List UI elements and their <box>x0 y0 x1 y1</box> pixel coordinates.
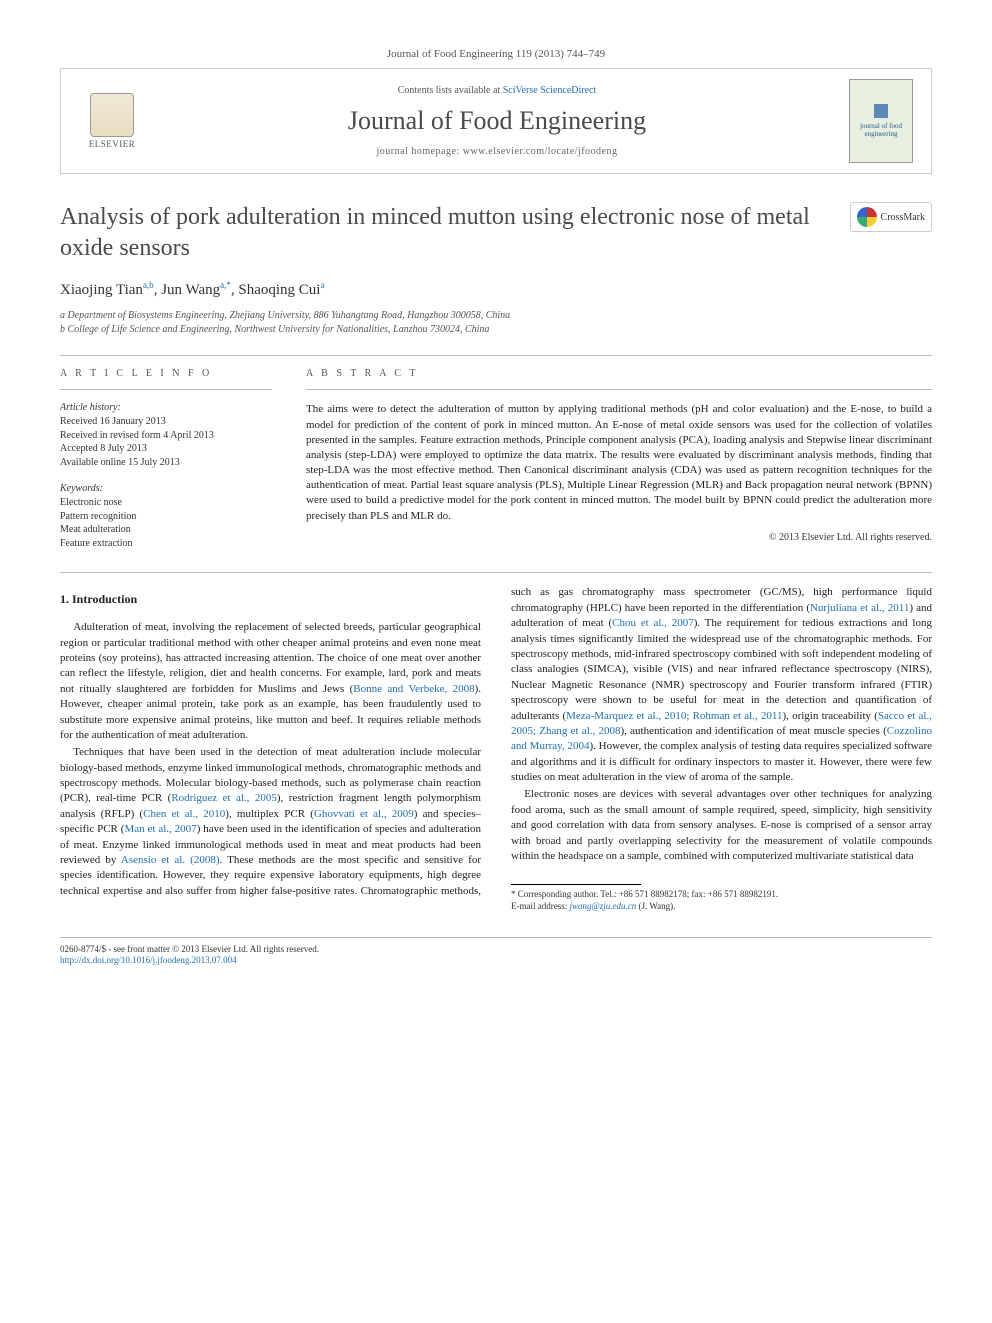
contents-prefix: Contents lists available at <box>398 85 503 96</box>
crossmark-icon <box>857 207 877 227</box>
journal-homepage-line: journal homepage: www.elsevier.com/locat… <box>145 146 849 157</box>
divider <box>60 389 272 390</box>
affiliation-a: a Department of Biosystems Engineering, … <box>60 309 932 323</box>
footnote-corr: * Corresponding author. Tel.: +86 571 88… <box>511 889 932 901</box>
keyword-2: Pattern recognition <box>60 510 272 524</box>
elsevier-tree-icon <box>90 93 134 137</box>
journal-title: Journal of Food Engineering <box>145 106 849 136</box>
footer-doi-link[interactable]: http://dx.doi.org/10.1016/j.jfoodeng.201… <box>60 955 932 967</box>
footer-copyright: 0260-8774/$ - see front matter © 2013 El… <box>60 944 932 956</box>
citation-meza-rohman[interactable]: Meza-Marquez et al., 2010; Rohman et al.… <box>566 710 782 722</box>
divider <box>60 355 932 356</box>
affiliation-b: b College of Life Science and Engineerin… <box>60 323 932 337</box>
abstract-column: A B S T R A C T The aims were to detect … <box>306 368 932 550</box>
abstract-text: The aims were to detect the adulteration… <box>306 402 932 523</box>
divider <box>306 389 932 390</box>
footnote-email-link[interactable]: jwang@zju.edu.cn <box>569 901 636 911</box>
keyword-4: Feature extraction <box>60 537 272 551</box>
citation-ghovvati-2009[interactable]: Ghovvati et al., 2009 <box>314 808 414 820</box>
author-1-affil: a,b <box>143 280 154 290</box>
author-1: Xiaojing Tian <box>60 282 143 298</box>
p2-text-i: ), origin traceability ( <box>782 710 877 722</box>
footnote-email-label: E-mail address: <box>511 901 569 911</box>
p2-text-j: ), authentication and identification of … <box>620 725 886 737</box>
abstract-copyright: © 2013 Elsevier Ltd. All rights reserved… <box>306 532 932 543</box>
citation-chen-2010[interactable]: Chen et al., 2010 <box>143 808 225 820</box>
sciencedirect-link[interactable]: SciVerse ScienceDirect <box>503 85 597 96</box>
keywords-heading: Keywords: <box>60 483 272 494</box>
crossmark-badge[interactable]: CrossMark <box>850 202 932 232</box>
author-list: Xiaojing Tiana,b, Jun Wanga,*, Shaoqing … <box>60 280 932 299</box>
intro-paragraph-1: Adulteration of meat, involving the repl… <box>60 620 481 743</box>
journal-cover-thumbnail: journal of food engineering <box>849 79 913 163</box>
citation-asensio-2008[interactable]: Asensio et al. (2008) <box>121 854 220 866</box>
citation-rodriguez-2005[interactable]: Rodriguez et al., 2005 <box>171 792 277 804</box>
footnote-separator <box>511 884 641 885</box>
contents-available-line: Contents lists available at SciVerse Sci… <box>145 85 849 96</box>
homepage-prefix: journal homepage: <box>377 146 463 157</box>
divider <box>60 572 932 573</box>
author-2: , Jun Wang <box>154 282 220 298</box>
corresponding-author-footnote: * Corresponding author. Tel.: +86 571 88… <box>511 889 932 912</box>
p2-text-h: ). The requirement for tedious extractio… <box>511 617 932 721</box>
citation-man-2007[interactable]: Man et al., 2007 <box>124 823 196 835</box>
history-accepted: Accepted 8 July 2013 <box>60 442 272 456</box>
cover-text: journal of food engineering <box>852 122 910 138</box>
article-info-column: A R T I C L E I N F O Article history: R… <box>60 368 272 550</box>
journal-header: ELSEVIER Contents lists available at Sci… <box>60 68 932 174</box>
history-received: Received 16 January 2013 <box>60 415 272 429</box>
page-footer: 0260-8774/$ - see front matter © 2013 El… <box>60 937 932 967</box>
history-revised: Received in revised form 4 April 2013 <box>60 429 272 443</box>
elsevier-logo: ELSEVIER <box>79 83 145 159</box>
author-2-affil: a,* <box>220 280 231 290</box>
author-3: , Shaoqing Cui <box>231 282 321 298</box>
affiliations: a Department of Biosystems Engineering, … <box>60 309 932 337</box>
citation-bonne-verbeke-2008[interactable]: Bonne and Verbeke, 2008 <box>353 683 474 695</box>
article-history-heading: Article history: <box>60 402 272 413</box>
p2-text-c: ), multiplex PCR ( <box>225 808 314 820</box>
citation-chou-2007[interactable]: Chou et al., 2007 <box>612 617 694 629</box>
body-two-column: 1. Introduction Adulteration of meat, in… <box>60 585 932 912</box>
keyword-3: Meat adulteration <box>60 523 272 537</box>
footnote-email-tail: (J. Wang). <box>636 901 675 911</box>
intro-paragraph-3: Electronic noses are devices with severa… <box>511 787 932 864</box>
author-3-affil: a <box>320 280 324 290</box>
history-online: Available online 15 July 2013 <box>60 456 272 470</box>
section-1-heading: 1. Introduction <box>60 591 481 608</box>
journal-reference: Journal of Food Engineering 119 (2013) 7… <box>60 48 932 60</box>
abstract-heading: A B S T R A C T <box>306 368 932 379</box>
cover-icon <box>874 104 888 118</box>
article-title: Analysis of pork adulteration in minced … <box>60 202 830 264</box>
homepage-url[interactable]: www.elsevier.com/locate/jfoodeng <box>463 146 618 157</box>
elsevier-label: ELSEVIER <box>89 139 136 149</box>
article-info-heading: A R T I C L E I N F O <box>60 368 272 379</box>
citation-nurjuliana-2011[interactable]: Nurjuliana et al., 2011 <box>810 602 909 614</box>
keyword-1: Electronic nose <box>60 496 272 510</box>
crossmark-label: CrossMark <box>881 212 925 223</box>
